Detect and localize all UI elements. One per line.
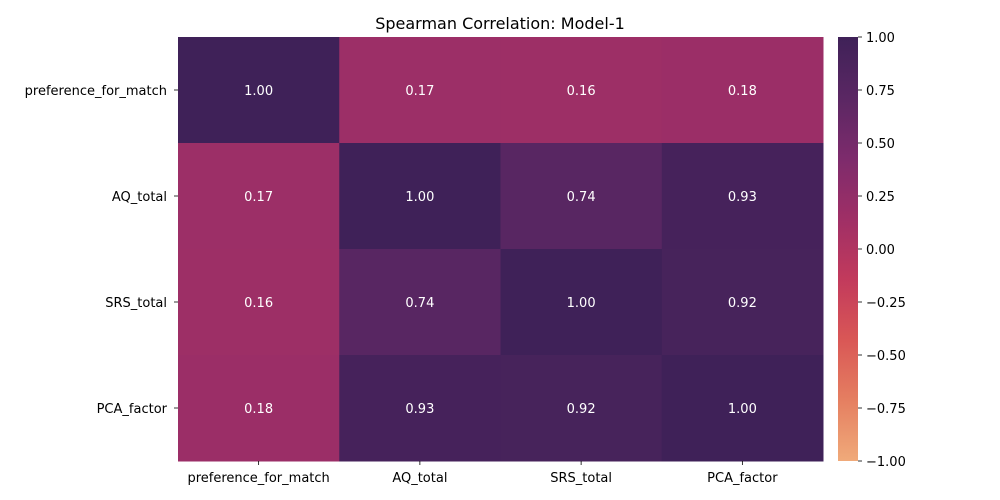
colorbar-ticks: 1.00 0.75 0.50 0.25 0.00 −0.25 −0.50 −0.75 −1.00 [858,31,906,470]
heatmap-cell [661,355,824,462]
y-tick-label: SRS_total [105,296,167,311]
heatmap-cell [661,249,824,356]
cell-value-label: 0.92 [567,402,596,417]
cell-value-label: 1.00 [567,296,596,311]
heatmap-cell [339,37,501,144]
heatmap-cell [178,355,340,462]
heatmap-cell [339,143,501,250]
heatmap-cell [178,249,340,356]
colorbar-tick-label: 0.25 [866,190,895,205]
heatmap-cell [178,37,340,144]
heatmap-cell [500,249,663,356]
colorbar-tick-label: −1.00 [866,455,906,470]
x-tick-label: AQ_total [392,471,447,486]
x-tick-label: SRS_total [550,471,612,486]
cell-value-label: 0.18 [244,402,273,417]
colorbar-tick-label: −0.25 [866,296,906,311]
y-tick-label: AQ_total [112,190,167,205]
heatmap-cell [339,355,501,462]
x-tick-label: preference_for_match [187,471,329,486]
heatmap-cell [500,143,663,250]
cell-value-label: 0.17 [405,84,434,99]
cell-value-label: 0.93 [405,402,434,417]
colorbar-tick-label: −0.75 [866,402,906,417]
colorbar-tick-label: 0.75 [866,84,895,99]
heatmap-cell [339,249,501,356]
heatmap-cell [500,37,663,144]
x-axis-ticks: preference_for_match AQ_total SRS_total PCA… [187,461,778,486]
colorbar-tick-label: 1.00 [866,31,895,46]
cell-value-label: 0.16 [244,296,273,311]
cell-value-label: 1.00 [728,402,757,417]
heatmap-cell [500,355,663,462]
cell-value-label: 1.00 [244,84,273,99]
heatmap-cell [661,37,824,144]
cell-value-label: 0.92 [728,296,757,311]
cell-value-label: 1.00 [405,190,434,205]
colorbar-tick-label: −0.50 [866,349,906,364]
colorbar [838,37,858,461]
heatmap-cells [178,37,824,462]
heatmap-cell-labels: 1.00 0.17 0.16 0.18 0.17 1.00 0.74 0.93 0.16 0.74… [244,84,757,417]
cell-value-label: 0.74 [405,296,434,311]
cell-value-label: 0.93 [728,190,757,205]
heatmap-cell [661,143,824,250]
y-axis-ticks: preference_for_match AQ_total SRS_total PCA… [25,84,178,417]
cell-value-label: 0.18 [728,84,757,99]
y-tick-label: PCA_factor [97,402,168,417]
y-tick-label: preference_for_match [25,84,167,99]
heatmap-cell [178,143,340,250]
cell-value-label: 0.74 [567,190,596,205]
cell-value-label: 0.17 [244,190,273,205]
cell-value-label: 0.16 [567,84,596,99]
chart-title: Spearman Correlation: Model-1 [375,14,625,33]
colorbar-tick-label: 0.00 [866,243,895,258]
x-tick-label: PCA_factor [707,471,778,486]
colorbar-tick-label: 0.50 [866,137,895,152]
